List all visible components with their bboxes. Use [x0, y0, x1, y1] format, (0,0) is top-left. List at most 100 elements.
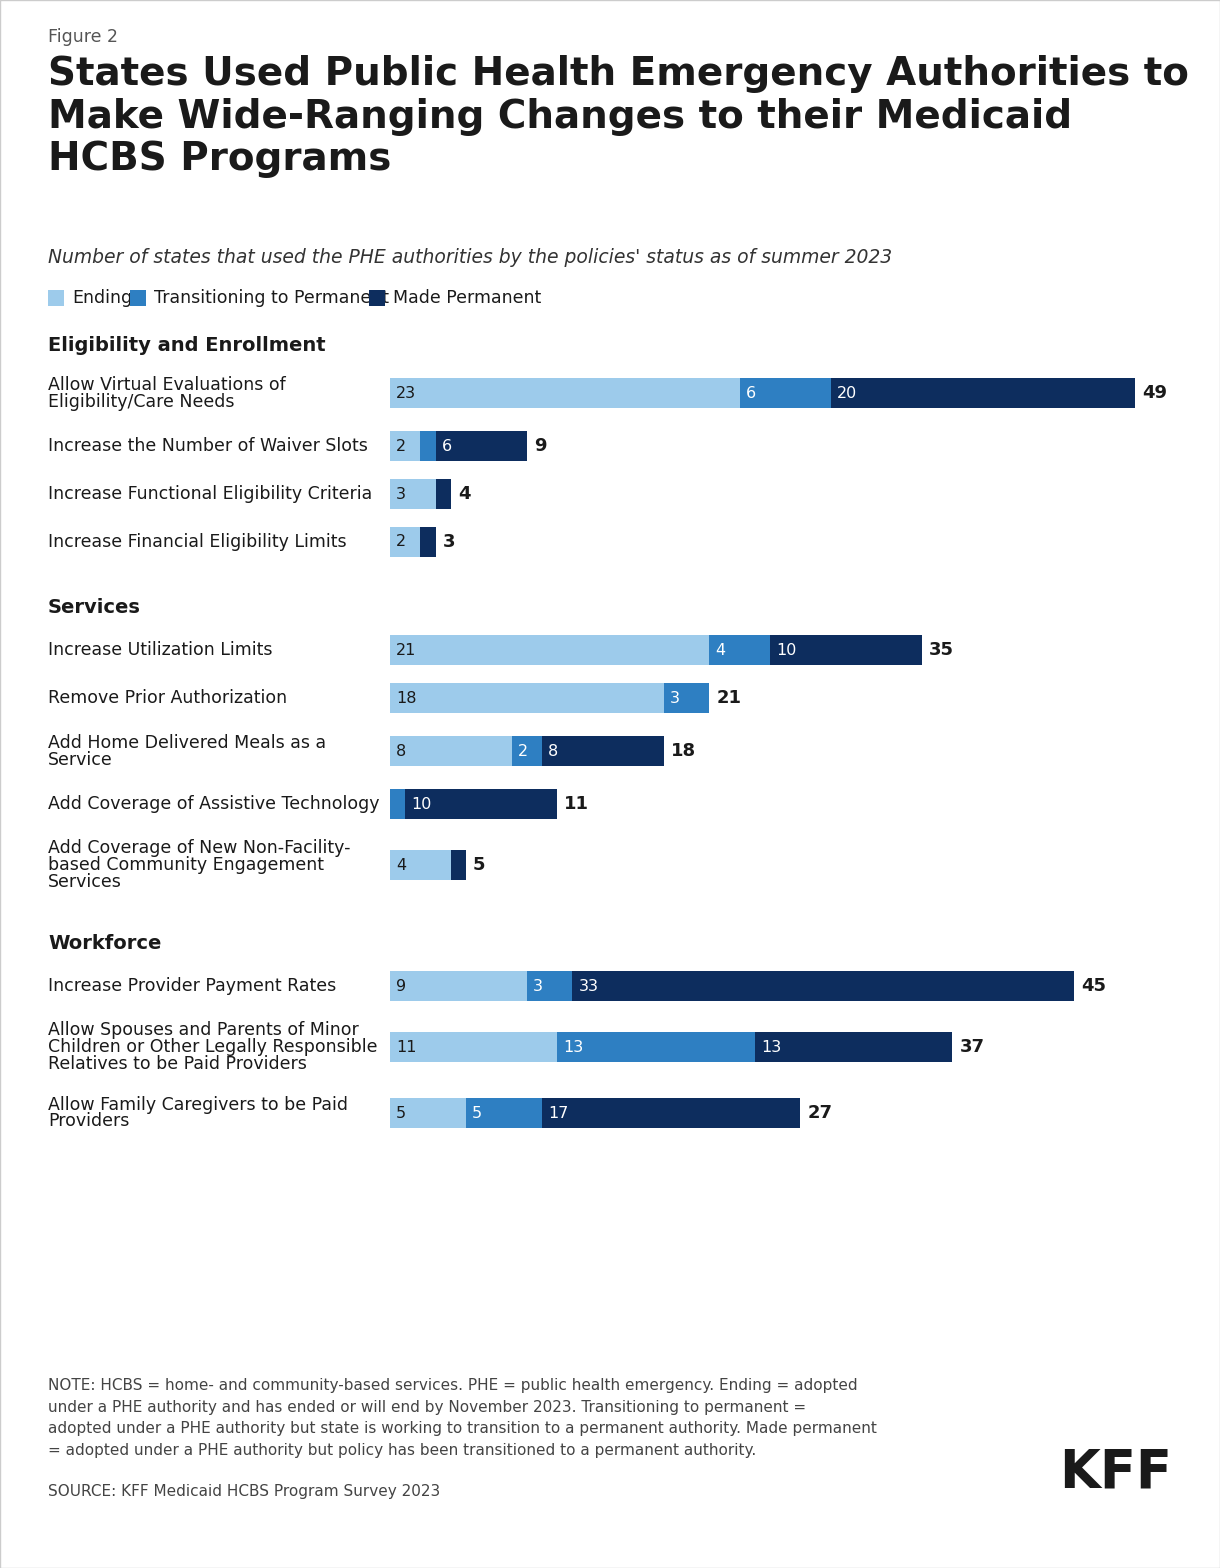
Text: 45: 45 [1081, 977, 1107, 996]
Bar [390, 635, 709, 665]
Text: 49: 49 [1142, 384, 1166, 401]
Text: 21: 21 [716, 688, 742, 707]
Bar [558, 1032, 755, 1062]
Text: 18: 18 [671, 742, 695, 760]
Text: 13: 13 [761, 1040, 781, 1055]
Text: Allow Virtual Evaluations of: Allow Virtual Evaluations of [48, 375, 285, 394]
Bar [709, 635, 770, 665]
Text: 13: 13 [564, 1040, 583, 1055]
Text: 17: 17 [548, 1105, 569, 1121]
Text: Increase Financial Eligibility Limits: Increase Financial Eligibility Limits [48, 533, 346, 550]
Text: Number of states that used the PHE authorities by the policies' status as of sum: Number of states that used the PHE autho… [48, 248, 892, 267]
Bar [572, 971, 1074, 1000]
Text: 2: 2 [396, 439, 406, 453]
Bar [664, 684, 709, 713]
Text: 5: 5 [472, 1105, 482, 1121]
Text: Ending: Ending [72, 289, 132, 307]
Text: Providers: Providers [48, 1113, 129, 1131]
Bar [368, 290, 386, 306]
Text: 4: 4 [458, 485, 470, 503]
Text: Eligibility/Care Needs: Eligibility/Care Needs [48, 392, 234, 411]
Text: 33: 33 [578, 978, 598, 994]
Text: 20: 20 [837, 386, 856, 400]
Text: 11: 11 [396, 1040, 416, 1055]
Text: Add Coverage of New Non-Facility-: Add Coverage of New Non-Facility- [48, 839, 350, 858]
Text: Add Home Delivered Meals as a: Add Home Delivered Meals as a [48, 734, 326, 751]
Bar [390, 789, 405, 818]
Bar [48, 290, 63, 306]
Text: Made Permanent: Made Permanent [393, 289, 542, 307]
Text: 6: 6 [745, 386, 755, 400]
Text: 5: 5 [473, 856, 486, 873]
Text: 2: 2 [517, 743, 528, 759]
Bar [390, 850, 451, 880]
Text: 37: 37 [959, 1038, 985, 1055]
Text: Increase Provider Payment Rates: Increase Provider Payment Rates [48, 977, 337, 996]
Bar [831, 378, 1135, 408]
Text: Children or Other Legally Responsible: Children or Other Legally Responsible [48, 1038, 377, 1055]
Bar [421, 431, 436, 461]
Text: 8: 8 [396, 743, 406, 759]
Text: 21: 21 [396, 643, 416, 657]
Bar [542, 735, 664, 767]
Text: KFF: KFF [1059, 1446, 1172, 1497]
Text: 9: 9 [534, 437, 547, 455]
Text: Transitioning to Permanent: Transitioning to Permanent [154, 289, 389, 307]
Text: Figure 2: Figure 2 [48, 28, 118, 45]
Text: SOURCE: KFF Medicaid HCBS Program Survey 2023: SOURCE: KFF Medicaid HCBS Program Survey… [48, 1483, 440, 1499]
Bar [390, 378, 739, 408]
Text: Workforce: Workforce [48, 935, 161, 953]
Bar [466, 1098, 542, 1127]
Text: based Community Engagement: based Community Engagement [48, 856, 325, 873]
Text: Increase Utilization Limits: Increase Utilization Limits [48, 641, 272, 659]
Bar [755, 1032, 953, 1062]
Text: 10: 10 [776, 643, 797, 657]
Text: 3: 3 [396, 486, 406, 502]
Text: 3: 3 [533, 978, 543, 994]
Bar [451, 850, 466, 880]
Text: 27: 27 [808, 1104, 832, 1123]
Text: 9: 9 [396, 978, 406, 994]
Text: 11: 11 [564, 795, 589, 812]
Text: Remove Prior Authorization: Remove Prior Authorization [48, 688, 287, 707]
Text: Increase the Number of Waiver Slots: Increase the Number of Waiver Slots [48, 437, 368, 455]
Bar [436, 431, 527, 461]
Bar [405, 789, 558, 818]
Bar [436, 478, 451, 510]
Text: Add Coverage of Assistive Technology: Add Coverage of Assistive Technology [48, 795, 379, 812]
Text: 18: 18 [396, 690, 416, 706]
Text: Services: Services [48, 597, 140, 616]
Bar [421, 527, 436, 557]
Text: 8: 8 [548, 743, 559, 759]
Text: 4: 4 [396, 858, 406, 872]
Text: Allow Family Caregivers to be Paid: Allow Family Caregivers to be Paid [48, 1096, 348, 1113]
Bar [390, 527, 421, 557]
Text: 3: 3 [670, 690, 680, 706]
Text: Service: Service [48, 751, 112, 768]
Bar [511, 735, 542, 767]
Text: Relatives to be Paid Providers: Relatives to be Paid Providers [48, 1055, 307, 1073]
Text: States Used Public Health Emergency Authorities to
Make Wide-Ranging Changes to : States Used Public Health Emergency Auth… [48, 55, 1188, 179]
Text: 23: 23 [396, 386, 416, 400]
Bar [390, 1098, 466, 1127]
Text: Increase Functional Eligibility Criteria: Increase Functional Eligibility Criteria [48, 485, 372, 503]
Text: 3: 3 [443, 533, 455, 550]
Text: NOTE: HCBS = home- and community-based services. PHE = public health emergency. : NOTE: HCBS = home- and community-based s… [48, 1378, 877, 1458]
Text: 5: 5 [396, 1105, 406, 1121]
Text: 2: 2 [396, 535, 406, 549]
Text: 4: 4 [715, 643, 726, 657]
Bar [739, 378, 831, 408]
Bar [542, 1098, 800, 1127]
Bar [770, 635, 922, 665]
Bar [390, 478, 436, 510]
Bar [390, 971, 527, 1000]
Bar [131, 290, 146, 306]
Text: 10: 10 [411, 797, 432, 812]
Bar [527, 971, 572, 1000]
Bar [390, 431, 421, 461]
Text: 6: 6 [442, 439, 451, 453]
Text: Services: Services [48, 873, 122, 891]
Text: Eligibility and Enrollment: Eligibility and Enrollment [48, 336, 326, 354]
Bar [390, 735, 511, 767]
Bar [390, 1032, 558, 1062]
